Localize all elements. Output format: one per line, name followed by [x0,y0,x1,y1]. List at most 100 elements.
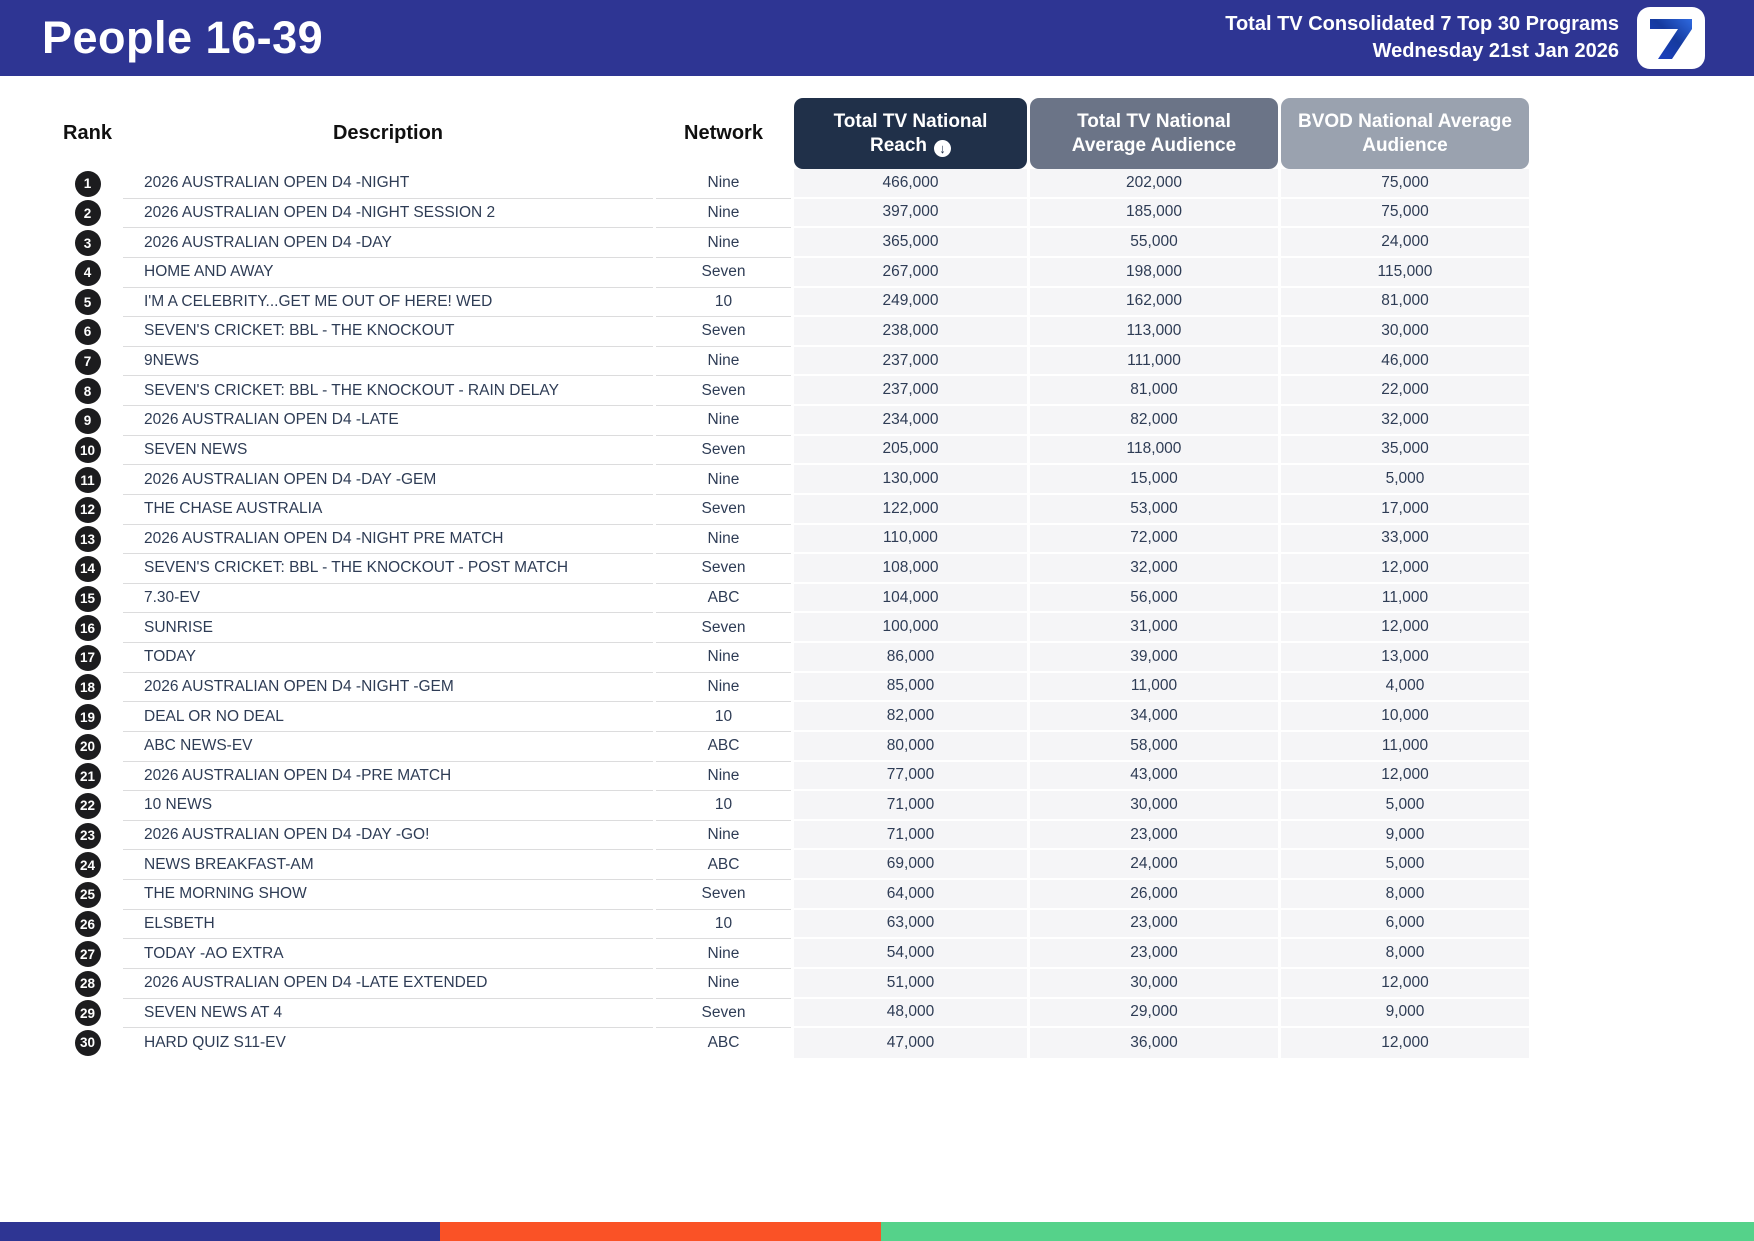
bvod-value-cell: 5,000 [1281,465,1529,495]
rank-badge: 29 [74,1000,101,1027]
rank-cell: 17 [55,643,120,673]
bvod-value-cell: 12,000 [1281,968,1529,999]
sort-descending-icon: ↓ [934,140,952,157]
rank-cell: 3 [55,228,120,258]
description-cell: THE CHASE AUSTRALIA [123,495,653,525]
rank-cell: 1 [55,169,120,199]
network-cell: 10 [656,702,791,732]
description-cell: SEVEN'S CRICKET: BBL - THE KNOCKOUT [123,317,653,347]
rank-badge: 21 [74,763,101,790]
description-cell: NEWS BREAKFAST-AM [123,850,653,880]
average-audience-value-cell: 29,000 [1030,998,1278,1029]
rank-cell: 10 [55,436,120,466]
column-header-total-tv-reach[interactable]: Total TV National Reach ↓ [794,98,1027,169]
reach-value-cell: 86,000 [794,643,1027,673]
bvod-value-cell: 11,000 [1281,583,1529,614]
description-cell: SEVEN NEWS AT 4 [123,999,653,1029]
reach-value-cell: 466,000 [794,169,1027,199]
network-cell: Nine [656,969,791,999]
footer-stripe-orange-segment [440,1222,881,1241]
rank-cell: 27 [55,939,120,969]
average-audience-value-cell: 72,000 [1030,524,1278,555]
network-cell: Seven [656,999,791,1029]
average-audience-value-cell: 36,000 [1030,1028,1278,1058]
network-cell: Nine [656,821,791,851]
reach-value-cell: 48,000 [794,998,1027,1029]
rank-cell: 19 [55,702,120,732]
network-cell: Nine [656,673,791,703]
bvod-value-cell: 4,000 [1281,672,1529,703]
description-cell: HARD QUIZ S11-EV [144,1033,286,1051]
average-audience-value-cell: 162,000 [1030,287,1278,318]
description-cell: ABC NEWS-EV [123,732,653,762]
network-cell: Seven [656,376,791,406]
rank-cell: 13 [55,525,120,555]
column-header-description: Description [332,122,444,144]
report-meta: Total TV Consolidated 7 Top 30 Programs … [1225,11,1619,65]
rank-badge: 2 [74,200,101,227]
seven-network-logo [1637,7,1705,69]
bvod-value-cell: 12,000 [1281,761,1529,792]
description-cell: 2026 AUSTRALIAN OPEN D4 -NIGHT PRE MATCH [123,525,653,555]
reach-value-cell: 108,000 [794,554,1027,584]
reach-value-cell: 130,000 [794,465,1027,495]
column-header-bvod-average-audience[interactable]: BVOD National Average Audience [1281,98,1529,169]
reach-value-cell: 234,000 [794,406,1027,436]
network-cell: ABC [656,850,791,880]
network-cell: Seven [656,613,791,643]
description-cell: TODAY -AO EXTRA [123,939,653,969]
top-header-bar: People 16-39 Total TV Consolidated 7 Top… [0,0,1754,76]
bvod-value-cell: 6,000 [1281,909,1529,940]
rank-badge: 15 [74,585,101,612]
average-audience-value-cell: 23,000 [1030,909,1278,940]
network-cell: Seven [656,317,791,347]
rank-badge: 22 [74,792,101,819]
network-cell: Nine [656,465,791,495]
description-cell: 2026 AUSTRALIAN OPEN D4 -LATE [123,406,653,436]
reach-value-cell: 122,000 [794,494,1027,525]
average-audience-value-cell: 31,000 [1030,613,1278,643]
average-audience-value-cell: 30,000 [1030,791,1278,821]
reach-value-cell: 237,000 [794,376,1027,406]
seven-logo-icon [1650,19,1692,59]
rank-badge: 17 [74,644,101,671]
bvod-value-cell: 9,000 [1281,820,1529,851]
rank-cell: 25 [55,880,120,910]
network-cell: Seven [656,554,791,584]
average-audience-value-cell: 30,000 [1030,968,1278,999]
rank-badge: 28 [74,970,101,997]
bvod-value-cell: 32,000 [1281,406,1529,436]
rank-badge: 9 [74,407,101,434]
average-audience-value-cell: 24,000 [1030,850,1278,880]
bvod-value-cell: 24,000 [1281,228,1529,258]
average-audience-value-cell: 202,000 [1030,169,1278,199]
average-audience-value-cell: 34,000 [1030,702,1278,732]
network-cell: 10 [656,910,791,940]
reach-value-cell: 47,000 [794,1028,1027,1058]
rank-badge: 1 [74,170,101,197]
description-cell: 2026 AUSTRALIAN OPEN D4 -DAY -GEM [123,465,653,495]
network-cell: ABC [656,732,791,762]
network-cell: Seven [656,258,791,288]
network-cell: Nine [656,525,791,555]
reach-value-cell: 249,000 [794,287,1027,318]
rank-badge: 14 [74,555,101,582]
reach-value-cell: 77,000 [794,761,1027,792]
reach-value-cell: 69,000 [794,850,1027,880]
rank-badge: 30 [74,1029,101,1056]
bvod-value-cell: 33,000 [1281,524,1529,555]
column-header-total-tv-average-audience[interactable]: Total TV National Average Audience [1030,98,1278,169]
column-header-network: Network [684,122,763,144]
reach-value-cell: 85,000 [794,672,1027,703]
rank-badge: 23 [74,822,101,849]
average-audience-value-cell: 118,000 [1030,435,1278,466]
rank-cell: 28 [55,969,120,999]
rank-cell: 5 [55,288,120,318]
rank-cell: 4 [55,258,120,288]
description-cell: THE MORNING SHOW [123,880,653,910]
rank-badge: 11 [74,467,101,494]
table-grid: Rank Description Network Total TV Nation… [55,98,1529,1058]
network-cell: Seven [656,880,791,910]
bvod-value-cell: 46,000 [1281,346,1529,377]
reach-value-cell: 63,000 [794,909,1027,940]
